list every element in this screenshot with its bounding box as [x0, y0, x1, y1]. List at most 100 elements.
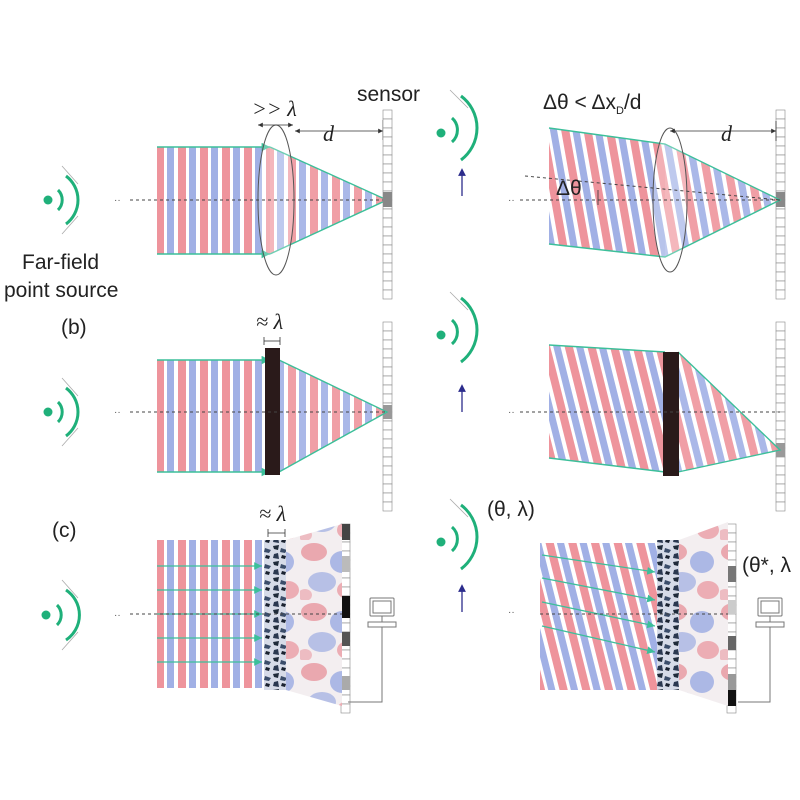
input-angle-label: (θ, λ): [487, 498, 535, 521]
resolution-condition-tail: /d: [623, 91, 642, 114]
sensor-label: sensor: [357, 83, 421, 106]
sensor-pixel: [382, 438, 393, 449]
sensor-pixel: [775, 289, 786, 300]
sensor-pixel: [382, 420, 393, 431]
sensor-pixel: [775, 208, 786, 219]
sensor-pixel: [775, 136, 786, 147]
row-a-left: ··: [43, 120, 389, 276]
speckle-field: [286, 524, 342, 706]
point-source-label: point source: [4, 279, 119, 302]
sensor-pixel: [382, 321, 393, 332]
sensor-pixel: [726, 649, 737, 660]
point-source-icon: [43, 165, 80, 235]
sensor-pixel: [775, 145, 786, 156]
sensor-pixel: [726, 532, 737, 543]
sensor-pixel: [382, 145, 393, 156]
computer-icon: [348, 597, 397, 703]
sensor-pixel: [382, 366, 393, 377]
sensor-pixel: [382, 154, 393, 165]
lens-size-label: >> λ: [252, 96, 297, 121]
sensor-pixel: [775, 501, 786, 512]
sensor-pixel: [775, 172, 786, 183]
sensor-pixel: [382, 217, 393, 228]
sensor-pixel-active: [341, 676, 350, 690]
sensor-pixel: [340, 694, 351, 705]
sensor-pixel: [775, 181, 786, 192]
sensor-pixel: [382, 348, 393, 359]
sensor-pixel-active: [727, 636, 736, 650]
sensor-pixel: [340, 541, 351, 552]
sensor-pixel: [726, 541, 737, 552]
point-source-icon: [436, 89, 479, 162]
point-source-icon: [436, 291, 479, 364]
sensor-pixel: [340, 622, 351, 633]
sensor-pixel: [775, 118, 786, 129]
sensor-pixel-active: [727, 600, 736, 614]
sensor-pixel: [382, 181, 393, 192]
sensor-pixel: [382, 492, 393, 503]
sensor-pixel: [775, 271, 786, 282]
sensor-pixel: [382, 118, 393, 129]
sensor-pixel-active: [341, 524, 350, 540]
angle-label: Δθ: [556, 177, 582, 200]
row-a-right: ··: [436, 89, 782, 273]
distance-label-right: d: [721, 121, 732, 146]
sensor-pixel-active: [383, 192, 392, 207]
sensor-pixel: [340, 658, 351, 669]
scattering-medium: [264, 540, 286, 690]
sensor-pixel: [775, 483, 786, 494]
sensor-pixel: [382, 208, 393, 219]
sensor-pixel: [382, 136, 393, 147]
point-source-icon: [41, 579, 81, 651]
resolution-condition-main: Δθ < Δx: [543, 91, 617, 114]
panel-b-label: (b): [61, 316, 87, 339]
metasurface: [663, 352, 679, 476]
sensor-pixel: [775, 375, 786, 386]
sensor-pixel-active: [341, 632, 350, 646]
sensor-pixel: [726, 658, 737, 669]
sensor-pixel: [382, 393, 393, 404]
sensor-pixel: [775, 217, 786, 228]
svg-text:··: ··: [114, 407, 121, 418]
resolution-condition: Δθ < ΔxD/d: [543, 92, 641, 117]
sensor-pixel: [382, 253, 393, 264]
sensor-pixel-active: [727, 690, 736, 706]
sensor-pixel: [775, 154, 786, 165]
sensor-pixel: [382, 226, 393, 237]
sensor-pixel: [775, 411, 786, 422]
sensor-pixel: [382, 262, 393, 273]
sensor-pixel: [726, 613, 737, 624]
sensor-pixel: [775, 492, 786, 503]
sensor-pixel: [340, 667, 351, 678]
sensor-pixel: [775, 109, 786, 120]
sensor-pixel: [726, 586, 737, 597]
sensor-pixel: [775, 280, 786, 291]
sensor-pixel: [382, 474, 393, 485]
sensor-pixel: [382, 465, 393, 476]
sensor-pixel: [775, 321, 786, 332]
far-field-label: Far-field: [22, 251, 100, 274]
sensor-pixel: [775, 253, 786, 264]
svg-text:··: ··: [114, 610, 121, 621]
sensor-pixel: [775, 429, 786, 440]
sensor-pixel: [340, 649, 351, 660]
sensor-pixel: [382, 235, 393, 246]
sensor-pixel: [775, 474, 786, 485]
sensor-pixel: [775, 402, 786, 413]
sensor-pixel: [382, 330, 393, 341]
sensor-pixel: [775, 393, 786, 404]
metasurface: [265, 348, 280, 475]
panel-c-label: (c): [52, 519, 77, 542]
distance-label-left: d: [323, 121, 334, 146]
sensor-pixel: [382, 280, 393, 291]
sensor-pixel: [775, 384, 786, 395]
sensor-pixel: [382, 501, 393, 512]
computer-icon: [738, 597, 785, 703]
row-c-left: ··: [41, 524, 397, 706]
svg-text:··: ··: [114, 195, 121, 206]
sensor-pixel: [382, 447, 393, 458]
sensor-pixel: [775, 262, 786, 273]
sensor-pixel: [382, 339, 393, 350]
row-c-right: ··: [436, 498, 785, 706]
